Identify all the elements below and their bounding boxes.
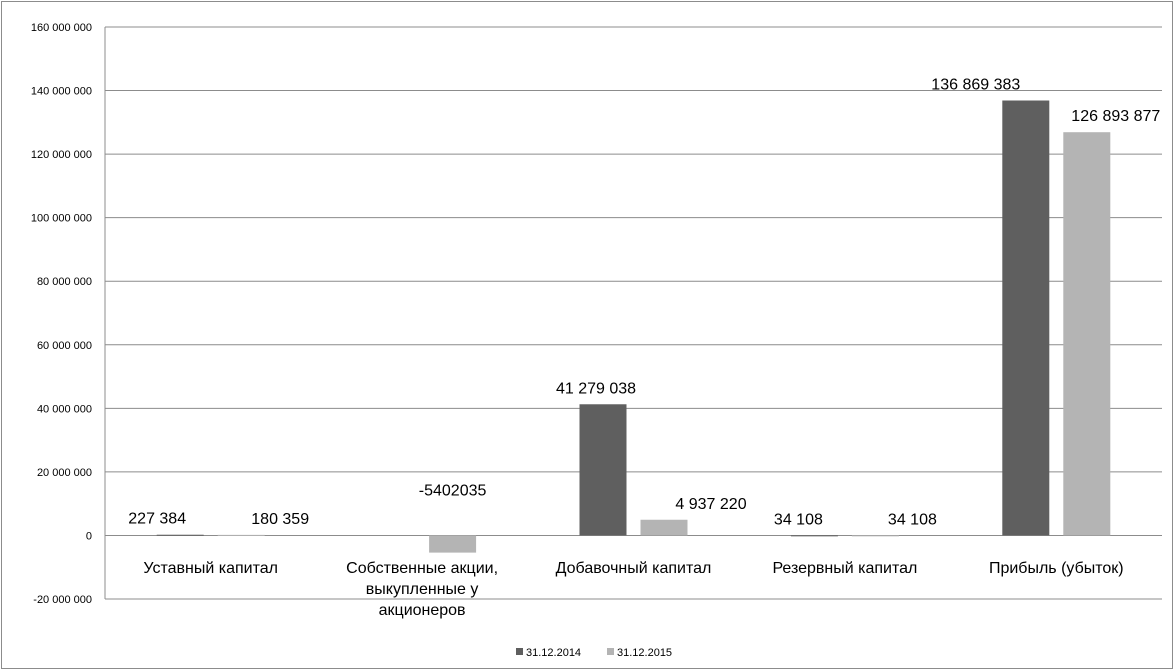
y-axis-ticks: -20 000 000 0 20 000 000 40 000 000 60 000 0… — [31, 22, 92, 606]
legend-label: 31.12.2014 — [526, 647, 581, 659]
category-label: Прибыль (убыток) — [989, 560, 1124, 577]
bar — [851, 535, 899, 537]
data-label: 41 279 038 — [556, 380, 636, 397]
data-labels: 227 384 41 279 038 34 108 136 869 383 180 35… — [128, 77, 1160, 529]
y-tick-label: 60 000 000 — [37, 340, 92, 352]
y-tick-label: 140 000 000 — [31, 86, 92, 98]
y-tick-label: 40 000 000 — [37, 403, 92, 415]
data-label: 180 359 — [251, 511, 309, 528]
data-label: 136 869 383 — [931, 77, 1020, 94]
y-tick-label: 80 000 000 — [37, 276, 92, 288]
bar — [1002, 100, 1050, 536]
data-label: 4 937 220 — [675, 496, 746, 513]
y-tick-label: 120 000 000 — [31, 149, 92, 161]
category-label: Собственные акции, — [346, 560, 498, 577]
category-label: Резервный капитал — [772, 560, 917, 577]
gridlines — [105, 26, 1162, 600]
bar — [790, 535, 838, 537]
legend-swatch — [516, 648, 523, 655]
bar — [156, 534, 204, 536]
bar — [579, 404, 627, 536]
category-label: Уставный капитал — [143, 560, 278, 577]
data-label: 34 108 — [774, 511, 823, 528]
y-tick-label: -20 000 000 — [33, 594, 92, 606]
y-tick-label: 20 000 000 — [37, 467, 92, 479]
legend: 31.12.2014 31.12.2015 — [516, 647, 672, 659]
bars — [156, 100, 1111, 553]
category-labels: Уставный капитал Собственные акции, выкупл… — [143, 560, 1123, 619]
legend-swatch — [607, 648, 614, 655]
data-label: 227 384 — [128, 511, 186, 528]
data-label: 126 893 877 — [1071, 108, 1160, 125]
y-tick-label: 160 000 000 — [31, 22, 92, 34]
data-label: 34 108 — [888, 511, 937, 528]
bar — [640, 519, 688, 536]
legend-label: 31.12.2015 — [617, 647, 672, 659]
data-label: -5402035 — [419, 482, 487, 499]
category-label: выкупленные у — [366, 581, 479, 598]
bar — [429, 535, 477, 553]
category-label: Добавочный капитал — [556, 560, 712, 577]
y-tick-label: 100 000 000 — [31, 213, 92, 225]
bar — [1063, 132, 1111, 536]
category-label: акционеров — [379, 602, 466, 619]
bar — [217, 534, 265, 536]
y-tick-label: 0 — [86, 530, 92, 542]
